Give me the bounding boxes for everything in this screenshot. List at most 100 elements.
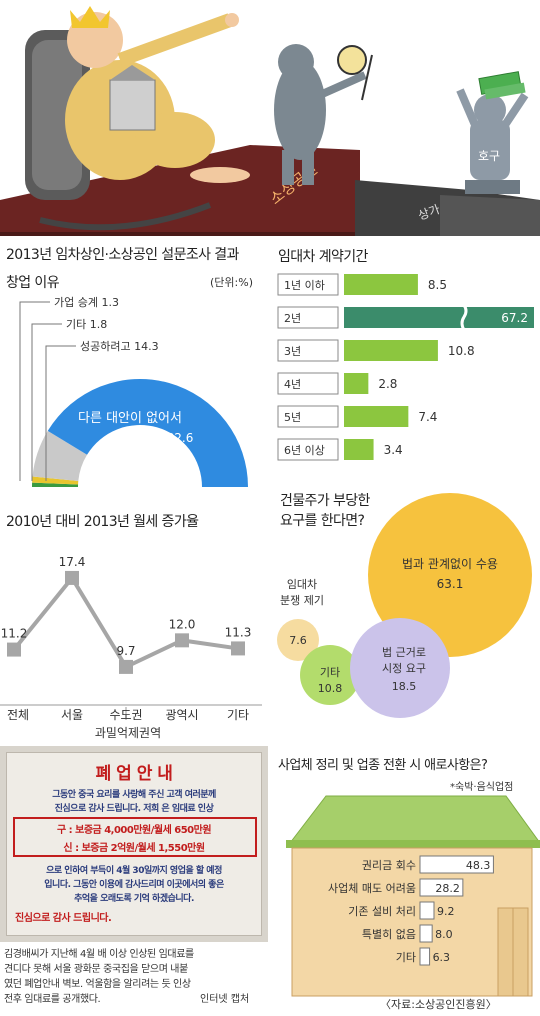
lease-category-1: 2년 <box>284 312 301 325</box>
lease-bar-2 <box>344 340 438 361</box>
closure-bar-4 <box>419 947 431 966</box>
lease-bar-break <box>460 304 468 331</box>
lease-bar-3 <box>344 373 369 394</box>
notice-line-3: 구 : 보증금 4,000만원/월세 650만원 <box>56 825 212 836</box>
bubble-label-0: 법과 관계없이 수용 <box>402 557 498 571</box>
donut-main-value: 82.6 <box>167 431 194 445</box>
donut-leader-2 <box>45 345 76 481</box>
rent-marker-4 <box>231 641 245 656</box>
lease-value-2: 10.8 <box>448 344 475 358</box>
rent-marker-0 <box>7 642 21 657</box>
closure-category-2: 기존 설비 처리 <box>348 905 416 918</box>
landlord-chart-title-line1: 건물주가 부당한 <box>280 493 370 509</box>
landlord-chart-title-line2: 요구를 한다면? <box>280 513 365 529</box>
lease-category-0: 1년 이하 <box>284 278 325 292</box>
notice-line-4: 신 : 보증금 2억원/월세 1,550만원 <box>63 843 205 854</box>
closure-category-0: 권리금 회수 <box>362 859 416 872</box>
rent-category-2: 수도권 <box>109 708 142 722</box>
lease-category-box-4 <box>277 405 339 428</box>
lease-category-box-5 <box>277 438 339 461</box>
photo-caption-line-2: 견디다 못해 서울 광화문 중국집을 닫으며 내붙 <box>4 964 188 975</box>
source-label: 〈자료:소상공인진흥원〉 <box>380 998 497 1011</box>
notice-line-8: 진심으로 감사 드립니다. <box>15 913 112 924</box>
bubble-1 <box>277 619 319 661</box>
bubble-value-3: 18.5 <box>392 680 417 693</box>
donut-leader-0 <box>19 301 50 481</box>
rent-marker-2 <box>119 659 133 674</box>
bubble-label-2: 기타 <box>320 666 340 679</box>
photo-caption-line-1: 김경배씨가 지난해 4월 배 이상 인상된 임대료를 <box>4 949 194 960</box>
rent-value-0: 11.2 <box>1 627 28 641</box>
rent-marker-3 <box>175 633 189 648</box>
lease-bar-5 <box>344 439 374 460</box>
house-eave <box>286 840 540 848</box>
closure-bar-1 <box>419 878 464 897</box>
rent-value-1: 17.4 <box>59 555 86 569</box>
rent-category-0: 전체 <box>7 708 29 722</box>
house-roof <box>288 795 540 844</box>
lease-value-3: 2.8 <box>378 377 397 391</box>
bubble-value-0: 63.1 <box>437 577 464 591</box>
bubble-label-1b: 분쟁 제기 <box>280 594 324 607</box>
rent-chart-title: 2010년 대비 2013년 월세 증가율 <box>6 514 199 530</box>
donut-slice-1 <box>32 476 79 485</box>
notice-line-1: 그동안 중국 요리를 사랑해 주신 고객 여러분께 <box>52 790 216 800</box>
illustration-art: 소상공인 상가 호구 <box>0 6 540 236</box>
bubble-2 <box>300 645 360 705</box>
illustration-badge-text: 호구 <box>478 149 500 163</box>
photo-caption-line-4: 전후 임대료를 공개했다. <box>4 994 101 1005</box>
lease-bar-4 <box>344 406 409 427</box>
rent-category-1: 서울 <box>61 708 83 722</box>
lease-value-0: 8.5 <box>428 278 447 292</box>
notice-line-6: 입니다. 그동안 이용에 감사드리며 이곳에서의 좋은 <box>44 880 224 890</box>
notice-old-rent-box <box>13 817 257 857</box>
startup-chart-title: 창업 이유 <box>6 275 60 291</box>
lease-category-4: 5년 <box>284 411 301 424</box>
bubble-value-1: 7.6 <box>289 634 307 647</box>
bubble-label-3b: 시정 요구 <box>382 662 426 675</box>
lease-category-2: 3년 <box>284 345 301 358</box>
lease-value-5: 3.4 <box>384 443 403 457</box>
bubble-0 <box>368 493 532 657</box>
closure-house-svg: 권리금 회수 48.3 사업체 매도 어려움 28.2 기존 설비 처리 9.2 특별히 없… <box>286 795 540 997</box>
closure-bar-2 <box>419 901 435 920</box>
bubble-value-2: 10.8 <box>318 682 343 695</box>
rent-marker-1 <box>65 570 79 585</box>
lease-bar-0 <box>344 274 418 295</box>
landlord-demand-chart: 건물주가 부당한 요구를 한다면? 법과 관계없이 수용 63.1 임대차 분쟁 제기… <box>262 480 540 740</box>
lease-chart-title: 임대차 계약기간 <box>278 249 368 265</box>
rent-category-3: 광역시 <box>165 708 198 722</box>
photo-caption-line-3: 였던 폐업안내 벽보. 억울함을 알리려는 듯 인상 <box>4 979 191 990</box>
lease-category-box-0 <box>277 273 339 296</box>
rent-value-4: 11.3 <box>225 625 252 639</box>
lease-value-1: 67.2 <box>501 311 528 325</box>
rent-category-4: 기타 <box>227 708 249 722</box>
notice-paper: 폐 업 안 내 그동안 중국 요리를 사랑해 주신 고객 여러분께 진심으로 감… <box>6 752 262 936</box>
closure-difficulty-chart: 사업체 정리 및 업종 전환 시 애로사항은? *숙박·음식업점 권리금 회수 4… <box>270 748 540 1016</box>
closure-chart-note: *숙박·음식업점 <box>450 782 514 793</box>
closure-category-3: 특별히 없음 <box>362 927 416 941</box>
rent-value-3: 12.0 <box>169 617 196 631</box>
closure-bar-3 <box>419 924 433 943</box>
lease-value-4: 7.4 <box>418 410 437 424</box>
closure-category-1: 사업체 매도 어려움 <box>328 882 416 895</box>
lease-duration-chart: 임대차 계약기간 1년 이하 8.5 2년 67.2 3년 10.8 4년 2.8 5년 7.4 6… <box>270 238 540 478</box>
donut-label-1: 기타 1.8 <box>66 318 107 331</box>
bubble-3 <box>350 618 450 718</box>
lease-category-box-1 <box>277 306 339 329</box>
startup-chart-unit: (단위:%) <box>210 276 253 289</box>
photo-caption-credit: 인터넷 캡처 <box>200 994 250 1005</box>
closure-value-3: 8.0 <box>435 928 453 941</box>
closure-bar-0 <box>419 855 494 874</box>
closure-value-1: 28.2 <box>435 882 460 895</box>
bubble-label-3a: 법 근거로 <box>382 646 426 659</box>
lease-category-3: 4년 <box>284 378 301 391</box>
illustration: 소상공인 상가 호구 <box>0 0 540 236</box>
startup-reason-chart: 창업 이유 (단위:%) 가업 승계 1.3 기타 1.8 성공하려고 14.3 다른… <box>0 262 262 500</box>
lease-category-box-2 <box>277 339 339 362</box>
closure-chart-title: 사업체 정리 및 업종 전환 시 애로사항은? <box>278 758 488 773</box>
notice-title: 폐 업 안 내 <box>95 764 173 784</box>
donut-slice-3 <box>47 379 248 487</box>
